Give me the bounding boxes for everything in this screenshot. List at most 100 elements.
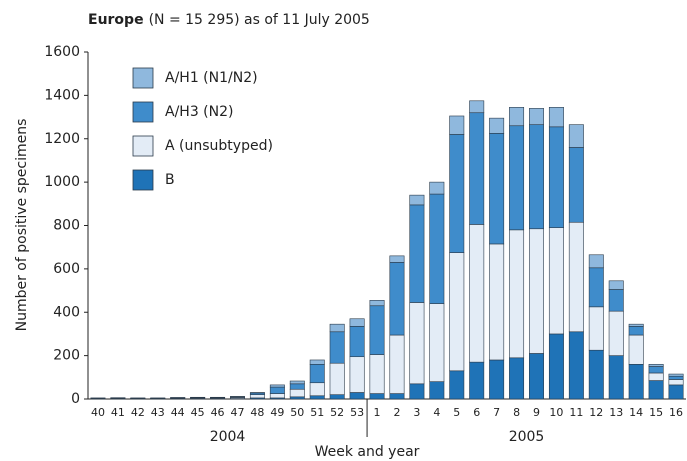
x-tick-label: 5 <box>453 406 460 419</box>
bar-segment <box>648 363 664 367</box>
x-tick-label: 4 <box>433 406 440 419</box>
bar-segment <box>628 326 644 336</box>
bar-segment <box>309 359 325 365</box>
x-tick-label: 2 <box>393 406 400 419</box>
bar-segment <box>548 227 564 335</box>
bar-segment <box>548 126 564 228</box>
bar-segment <box>289 396 305 400</box>
bar-segment <box>509 125 525 231</box>
x-tick-label: 1 <box>374 406 381 419</box>
bar-segment <box>409 302 425 385</box>
x-tick-label: 8 <box>513 406 520 419</box>
x-tick-label: 11 <box>569 406 583 419</box>
chart-title: Europe (N = 15 295) as of 11 July 2005 <box>88 12 370 28</box>
legend-label: A (unsubtyped) <box>165 138 273 154</box>
bar-segment <box>429 303 445 382</box>
y-tick-label: 1000 <box>44 174 80 190</box>
bar-segment <box>409 383 425 400</box>
y-tick-label: 0 <box>71 391 80 407</box>
bar-segment <box>309 382 325 397</box>
y-tick-label: 1600 <box>44 44 80 60</box>
x-tick-label: 10 <box>549 406 563 419</box>
bar-segment <box>648 380 664 400</box>
bar-segment <box>389 255 405 263</box>
y-tick-label: 400 <box>53 304 80 320</box>
y-axis-label: Number of positive specimens <box>14 119 30 332</box>
x-tick-label: 3 <box>413 406 420 419</box>
x-tick-label: 16 <box>669 406 683 419</box>
x-tick-label: 50 <box>290 406 304 419</box>
bar-segment <box>668 375 684 380</box>
legend-swatch <box>132 101 154 123</box>
bar-segment <box>568 331 584 400</box>
bar-segment <box>648 366 664 374</box>
bar-segment <box>489 359 505 400</box>
bar-segment <box>329 362 345 395</box>
bar-segment <box>489 243 505 361</box>
bar-segment <box>349 318 365 327</box>
x-axis-label: Week and year <box>315 444 420 460</box>
y-tick-label: 600 <box>53 261 80 277</box>
bar-segment <box>668 379 684 386</box>
x-tick-label: 40 <box>91 406 105 419</box>
bar-segment <box>509 357 525 400</box>
x-tick-label: 52 <box>330 406 344 419</box>
bar-segment <box>529 124 544 230</box>
bar-segment <box>509 107 525 127</box>
x-tick-label: 53 <box>350 406 364 419</box>
bar-segment <box>409 204 425 303</box>
x-tick-label: 49 <box>270 406 284 419</box>
y-tick-label: 1200 <box>44 131 80 147</box>
x-tick-label: 12 <box>589 406 603 419</box>
x-tick-label: 7 <box>493 406 500 419</box>
bar-segment <box>648 372 664 381</box>
bar-segment <box>668 373 684 377</box>
bar-segment <box>608 355 624 400</box>
x-tick-label: 6 <box>473 406 480 419</box>
x-tick-label: 46 <box>211 406 225 419</box>
bar-segment <box>289 383 305 390</box>
bar-segment <box>329 323 345 333</box>
bar-segment <box>349 326 365 358</box>
bar-segment <box>249 394 265 399</box>
y-tick-label: 1400 <box>44 87 80 103</box>
bar-segment <box>429 181 445 195</box>
bar-segment <box>269 386 285 394</box>
title-bold: Europe <box>88 12 144 28</box>
bar-segment <box>529 353 544 400</box>
bar-segment <box>548 107 564 128</box>
bar-segment <box>469 224 485 363</box>
bar-segment <box>449 370 465 400</box>
bar-segment <box>588 306 604 351</box>
x-tick-label: 44 <box>171 406 185 419</box>
bar-segment <box>349 392 365 400</box>
bar-segment <box>628 363 644 400</box>
legend-label: A/H3 (N2) <box>165 104 233 120</box>
legend-swatch <box>132 169 154 191</box>
x-tick-label: 43 <box>151 406 165 419</box>
bar-segment <box>588 349 604 400</box>
bar-segment <box>389 262 405 336</box>
x-tick-label: 47 <box>231 406 245 419</box>
bar-segment <box>369 393 385 400</box>
bar-segment <box>269 393 285 399</box>
bar-segment <box>329 331 345 364</box>
x-tick-label: 15 <box>649 406 663 419</box>
bar-segment <box>369 300 385 307</box>
bar-segment <box>469 361 485 400</box>
bar-segment <box>529 228 544 354</box>
year-label: 2004 <box>210 429 246 445</box>
x-tick-label: 48 <box>250 406 264 419</box>
bar-segment <box>309 363 325 384</box>
bar-segment <box>389 393 405 400</box>
bar-segment <box>289 388 305 398</box>
x-tick-label: 51 <box>310 406 324 419</box>
bar-segment <box>509 229 525 359</box>
bar-segment <box>449 252 465 372</box>
bar-segment <box>289 380 305 385</box>
bar-segment <box>548 333 564 400</box>
x-tick-label: 45 <box>191 406 205 419</box>
bar-segment <box>449 134 465 253</box>
legend-swatch <box>132 67 154 89</box>
